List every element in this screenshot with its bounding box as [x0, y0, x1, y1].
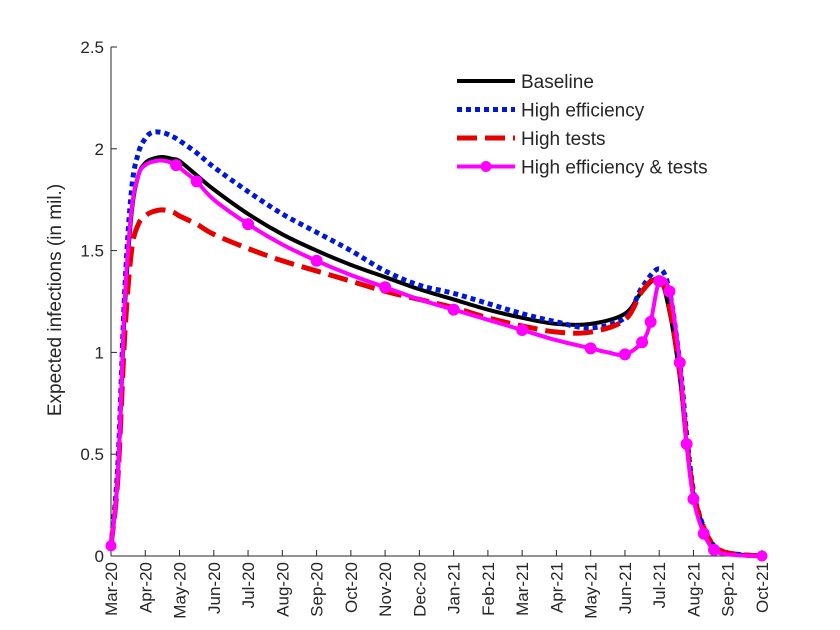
- x-tick-label: Jul-21: [650, 562, 669, 608]
- series-marker: [673, 356, 686, 369]
- x-tick-label: Sep-21: [719, 562, 738, 617]
- plot-series: [105, 129, 768, 562]
- legend-label-4: High efficiency & tests: [521, 158, 708, 179]
- series-marker: [636, 336, 649, 349]
- series-marker: [663, 285, 676, 298]
- legend-label-2: High efficiency: [521, 101, 645, 122]
- y-tick-label: 2: [95, 140, 104, 159]
- series-marker: [618, 348, 631, 361]
- legend-label-3: High tests: [521, 129, 605, 150]
- x-tick-label: Jul-20: [239, 562, 258, 608]
- x-tick-label: Aug-20: [273, 562, 292, 617]
- series-marker: [310, 254, 323, 267]
- series-marker: [584, 342, 597, 355]
- series-line-4: [109, 158, 764, 558]
- series-marker: [756, 550, 768, 562]
- x-tick-label: Jan-21: [445, 562, 464, 614]
- series-marker: [379, 281, 392, 294]
- y-tick-label: 1: [95, 343, 104, 362]
- series-marker: [653, 275, 666, 288]
- x-tick-label: Oct-21: [753, 562, 772, 613]
- legend-label-1: Baseline: [521, 72, 594, 93]
- y-tick-label: 2.5: [80, 38, 104, 57]
- x-tick-label: Mar-21: [513, 562, 532, 616]
- series-line-1: [109, 154, 764, 558]
- y-tick-label: 1.5: [80, 242, 104, 261]
- x-tick-label: Oct-20: [342, 562, 361, 613]
- y-tick-label: 0: [95, 547, 104, 566]
- series-marker: [190, 175, 203, 188]
- series-marker: [242, 218, 255, 231]
- legend-marker: [480, 161, 492, 172]
- series-line-2: [108, 129, 763, 559]
- x-tick-label: Mar-20: [102, 562, 121, 616]
- series-marker: [697, 527, 710, 540]
- series-marker: [644, 315, 657, 328]
- x-tick-label: Jun-21: [616, 562, 635, 614]
- series-marker: [680, 438, 693, 451]
- series-marker: [708, 543, 721, 556]
- y-tick-label: 0.5: [80, 445, 104, 464]
- x-tick-label: Sep-20: [308, 562, 327, 617]
- x-tick-label: Jun-20: [205, 562, 224, 614]
- y-axis-label: Expected infections (in mil.): [45, 184, 66, 416]
- x-tick-label: Apr-20: [136, 562, 155, 613]
- series-marker: [447, 303, 460, 316]
- x-tick-label: Feb-21: [479, 562, 498, 616]
- legend: Baseline High efficiency High tests High ef…: [457, 72, 708, 179]
- x-tick-label: May-20: [171, 562, 190, 619]
- series-line-3: [108, 207, 763, 559]
- series-marker: [170, 159, 183, 172]
- x-tick-label: Aug-21: [684, 562, 703, 617]
- x-tick-label: Dec-20: [410, 562, 429, 617]
- series-marker: [105, 540, 117, 552]
- series-marker: [516, 324, 529, 337]
- series-marker: [687, 492, 700, 505]
- x-tick-label: May-21: [582, 562, 601, 619]
- x-tick-label: Nov-20: [376, 562, 395, 617]
- x-tick-label: Apr-21: [547, 562, 566, 613]
- axes: 0 0.5 1 1.5 2 2.5 Mar-20 Apr-20 May-20 Jun-20 Jul-…: [80, 38, 772, 619]
